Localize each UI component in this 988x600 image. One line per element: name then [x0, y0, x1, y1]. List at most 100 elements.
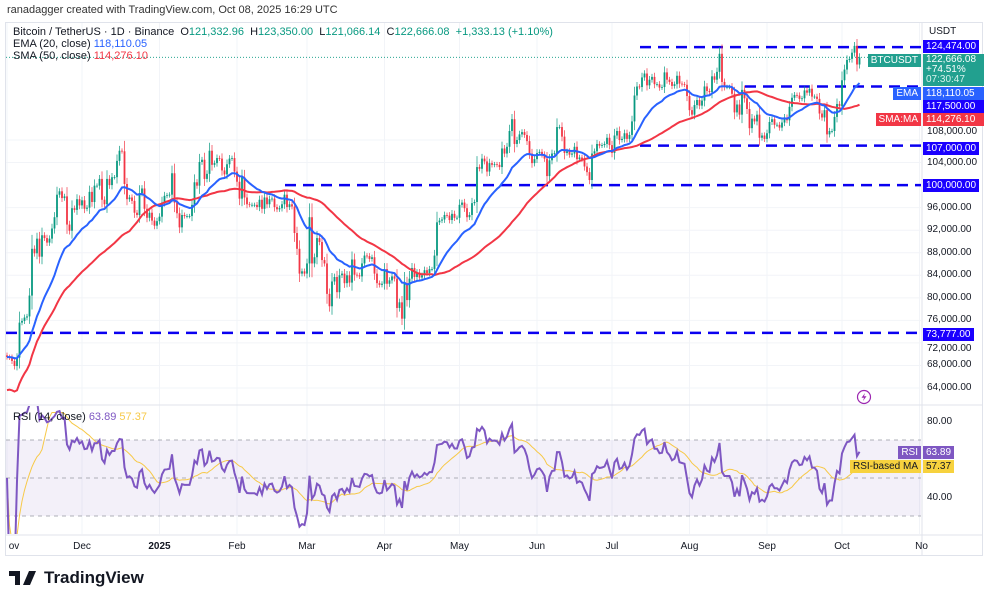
tradingview-logo[interactable]: TradingView: [9, 568, 144, 588]
candle-body: [571, 153, 573, 155]
currency-label[interactable]: USDT: [929, 26, 957, 37]
candle-body: [693, 105, 696, 115]
candle: [486, 156, 488, 177]
time-tick: Jul: [605, 541, 619, 552]
candle: [451, 210, 453, 224]
candle: [468, 212, 471, 221]
candle: [166, 192, 168, 199]
candle-body: [656, 84, 658, 86]
candle-body: [73, 208, 76, 210]
candle-body: [6, 355, 8, 358]
candle: [311, 203, 313, 278]
candle-body: [181, 214, 183, 228]
candle-body: [711, 76, 713, 93]
candle-body: [821, 113, 823, 118]
candle: [256, 202, 258, 210]
horizontal-levels: [6, 45, 921, 335]
candle: [136, 209, 138, 218]
candle-body: [548, 160, 551, 177]
candle-body: [736, 104, 738, 113]
candle-body: [631, 121, 633, 135]
candle-body: [131, 197, 133, 201]
candle-body: [668, 79, 671, 82]
candle-body: [508, 130, 511, 147]
candle: [771, 116, 773, 125]
candle-body: [641, 77, 643, 88]
rsi-ma-value: 57.37: [119, 411, 147, 423]
candle: [618, 126, 621, 145]
candle-body: [308, 217, 311, 264]
candle-body: [316, 238, 318, 258]
candle: [651, 73, 653, 83]
candle-body: [266, 197, 268, 205]
candle-body: [213, 163, 216, 165]
candle-body: [758, 114, 761, 138]
candle: [318, 234, 321, 246]
price-tick: 68,000.00: [927, 359, 972, 371]
candle: [731, 83, 733, 98]
candle-body: [456, 217, 458, 219]
candle: [323, 256, 326, 267]
candle: [676, 71, 678, 89]
candle-body: [473, 202, 476, 204]
candle-body: [306, 263, 308, 274]
ema-value: 118,110.05: [93, 38, 148, 50]
candle-body: [116, 160, 118, 178]
candle: [391, 273, 393, 284]
candle-body: [366, 255, 368, 257]
candle-body: [468, 214, 471, 218]
candle: [813, 94, 816, 99]
candle-body: [46, 238, 48, 243]
legend-rsi[interactable]: RSI (14, close) 63.89 57.37: [13, 411, 147, 423]
candle-body: [796, 94, 798, 96]
candle-body: [346, 275, 348, 284]
candle: [628, 131, 631, 143]
candle-body: [838, 103, 841, 107]
candle-body: [163, 195, 166, 203]
candle: [738, 99, 741, 120]
candle-body: [453, 213, 456, 218]
candle-body: [546, 158, 548, 177]
candle-body: [398, 302, 401, 308]
legend-sma[interactable]: SMA (50, close) 114,276.10: [13, 50, 148, 62]
candle-body: [301, 271, 303, 274]
candle-body: [403, 283, 406, 319]
candle: [831, 128, 833, 134]
candle-body: [291, 204, 293, 207]
candle: [856, 38, 858, 72]
sma-value: 114,276.10: [93, 50, 148, 62]
candle-body: [543, 154, 546, 159]
candle: [713, 73, 716, 83]
candle: [626, 129, 628, 143]
candle-body: [321, 242, 323, 261]
candle-body: [31, 248, 33, 296]
legend-ohlc: Bitcoin / TetherUS · 1D · Binance O121,3…: [13, 26, 553, 38]
candle-body: [383, 269, 386, 284]
candle-body: [91, 191, 93, 203]
candle-body: [623, 133, 626, 139]
candle-body: [853, 45, 856, 53]
ema-20-line: [6, 82, 861, 360]
ema-tag: EMA: [893, 87, 921, 100]
candle: [436, 211, 438, 267]
candle-body: [426, 270, 428, 274]
candle: [358, 272, 361, 279]
candle: [783, 113, 786, 127]
candle: [493, 161, 496, 168]
legend-ema[interactable]: EMA (20, close) 118,110.05: [13, 38, 148, 50]
candle-body: [561, 127, 563, 137]
candle-body: [846, 59, 848, 70]
candle-body: [683, 84, 686, 86]
candle: [721, 44, 723, 92]
candle-body: [486, 161, 488, 172]
candle-body: [133, 200, 136, 213]
candle: [288, 201, 291, 211]
candle: [723, 78, 726, 91]
candle-body: [803, 90, 806, 99]
candle-body: [708, 90, 711, 93]
level-tag-100000: 100,000.00: [923, 179, 980, 192]
symbol-title[interactable]: Bitcoin / TetherUS · 1D · Binance: [13, 26, 175, 38]
candle: [776, 122, 778, 128]
candle-body: [576, 146, 578, 160]
